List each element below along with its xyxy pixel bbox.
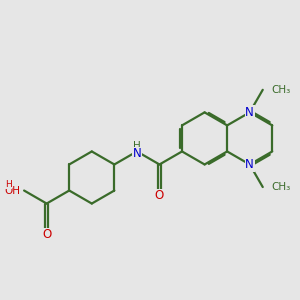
Text: N: N <box>245 106 254 119</box>
Text: CH₃: CH₃ <box>272 182 291 192</box>
Text: O: O <box>155 189 164 202</box>
Text: O: O <box>42 228 51 241</box>
Text: CH₃: CH₃ <box>272 85 291 95</box>
Text: H: H <box>133 141 141 151</box>
Text: OH: OH <box>4 185 21 196</box>
Text: N: N <box>245 158 254 171</box>
Text: N: N <box>133 147 141 160</box>
Text: H: H <box>5 180 12 189</box>
